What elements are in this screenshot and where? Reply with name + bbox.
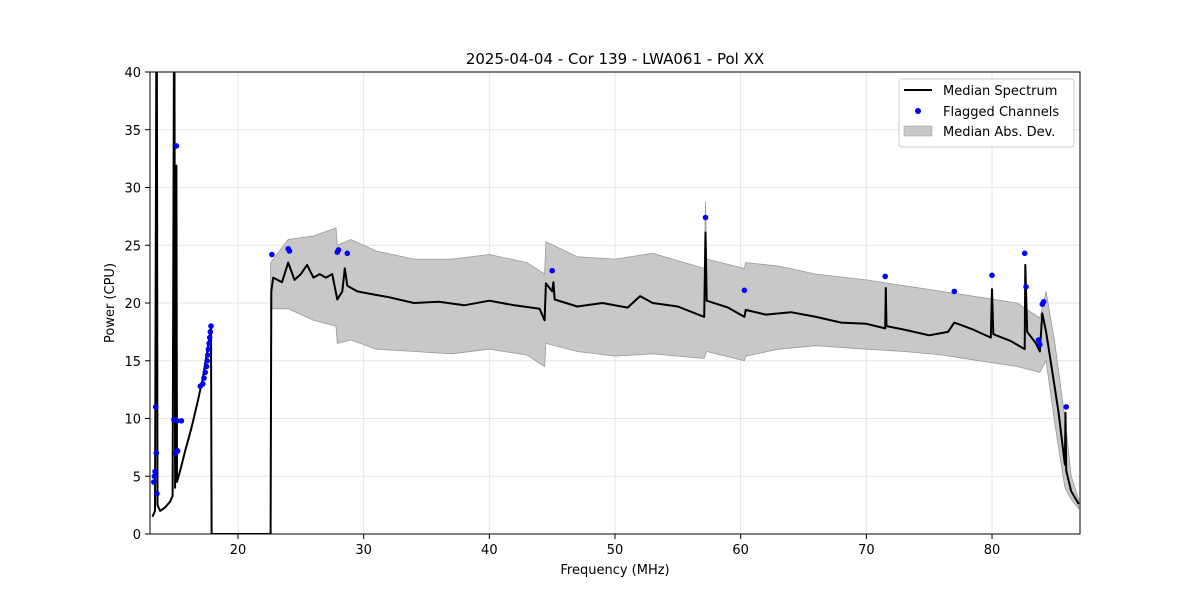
flagged-channel-point	[1021, 250, 1028, 257]
flagged-channel-point	[201, 375, 207, 381]
flagged-channel-point	[882, 273, 888, 280]
flagged-channel-point	[549, 267, 555, 274]
x-tick-label: 50	[607, 543, 624, 558]
flagged-channel-point	[344, 250, 351, 257]
flagged-channel-point	[203, 363, 210, 370]
flagged-channel-point	[206, 334, 213, 341]
legend: Median Spectrum Flagged Channels Median …	[898, 78, 1075, 148]
flagged-channel-point	[1023, 284, 1029, 290]
y-tick-label: 20	[124, 297, 141, 312]
flagged-channel-point	[200, 381, 206, 387]
legend-label-median-abs-dev: Median Abs. Dev.	[943, 125, 1055, 140]
flagged-channel-point	[178, 418, 185, 424]
flagged-channel-point	[205, 352, 211, 358]
y-tick-label: 35	[124, 124, 141, 139]
flagged-channel-point	[204, 358, 210, 364]
legend-box	[898, 78, 1075, 148]
x-tick-label: 60	[732, 543, 749, 558]
flagged-channel-point	[174, 418, 180, 424]
flagged-channel-point	[702, 214, 709, 221]
y-tick-label: 15	[124, 355, 141, 370]
flagged-channel-point	[989, 272, 995, 279]
flagged-channel-point	[151, 473, 158, 480]
y-tick-label: 30	[124, 182, 141, 197]
median-spectrum-line	[151, 72, 1080, 534]
x-axis-label: Frequency (MHz)	[560, 563, 669, 578]
x-tick-label: 40	[481, 543, 498, 558]
flagged-channel-point	[1063, 404, 1069, 410]
flagged-channel-point	[151, 479, 157, 485]
chart-title: 2025-04-04 - Cor 139 - LWA061 - Pol XX	[466, 50, 764, 68]
x-tick-label: 20	[230, 543, 247, 558]
legend-dot-swatch	[915, 108, 921, 114]
plot-area	[150, 72, 1080, 534]
x-tick-label: 70	[858, 543, 875, 558]
flagged-channel-point	[153, 450, 160, 456]
y-tick-label: 10	[124, 413, 141, 428]
flagged-channel-point	[741, 287, 748, 294]
flagged-channel-point	[205, 346, 212, 353]
flagged-channel-point	[206, 340, 212, 347]
flagged-channel-point	[173, 143, 180, 149]
legend-label-flagged-channels: Flagged Channels	[943, 105, 1059, 120]
flagged-channel-point	[152, 468, 158, 475]
flagged-channel-point	[269, 251, 275, 258]
flagged-channel-point	[286, 248, 293, 254]
y-tick-label: 0	[133, 528, 141, 543]
flagged-channel-point	[152, 404, 159, 410]
flagged-channel-point	[202, 369, 209, 376]
flagged-channel-point	[1040, 299, 1047, 305]
flagged-channel-point	[1037, 341, 1043, 348]
y-tick-label: 25	[124, 239, 141, 254]
y-tick-label: 5	[133, 470, 141, 485]
flagged-channel-point	[207, 329, 214, 335]
flagged-channel-point	[208, 323, 214, 329]
x-tick-label: 30	[355, 543, 372, 558]
legend-band-swatch	[903, 125, 933, 137]
flagged-channel-point	[951, 288, 958, 295]
x-axis-ticks: 20 30 40 50 60 70 80	[230, 534, 1001, 558]
y-axis-ticks: 0 5 10 15 20 25 30 35 40	[124, 66, 150, 543]
x-tick-label: 80	[984, 543, 1001, 558]
flagged-channel-point	[174, 448, 181, 454]
scatter-layer	[151, 143, 1069, 497]
legend-label-median-spectrum: Median Spectrum	[943, 84, 1057, 99]
y-axis-label: Power (CPU)	[103, 263, 118, 343]
line-layer	[151, 72, 1080, 534]
y-tick-label: 40	[124, 66, 141, 81]
flagged-channel-point	[154, 490, 160, 497]
flagged-channel-point	[335, 247, 342, 253]
flagged-channel-point	[1035, 337, 1042, 343]
